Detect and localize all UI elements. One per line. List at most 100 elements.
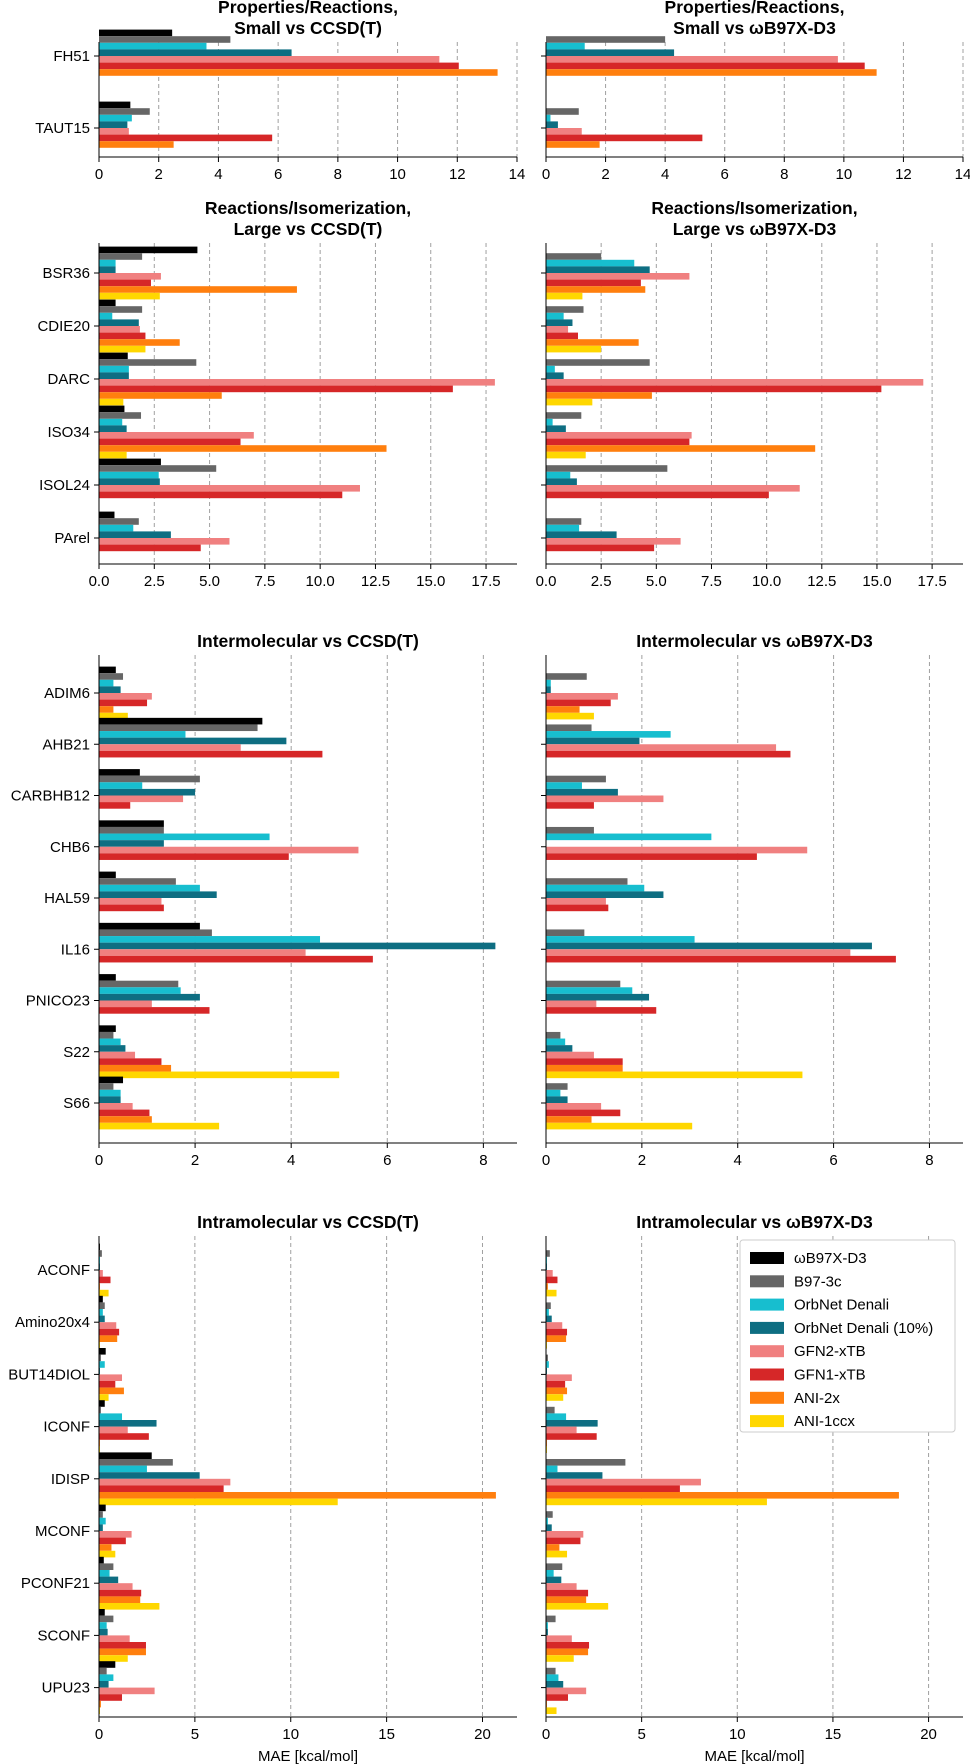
x-tick-label: 0: [542, 1726, 550, 1743]
bar-idisp-orbnet-denali: [99, 1465, 147, 1473]
bar-sconf-b97x-d3: [99, 1609, 105, 1616]
legend-swatch-gfn1-xtb: [750, 1368, 784, 1381]
bar-fh51-orbnet-denali-10: [99, 49, 292, 56]
bar-bsr36-orbnet-denali: [546, 259, 635, 267]
x-tick-label: 0: [95, 1726, 103, 1743]
bar-iconf-orbnet-denali-10: [99, 1420, 157, 1427]
bar-s66-ani-2x: [546, 1116, 592, 1123]
bar-upu23-b97-3c: [99, 1667, 107, 1675]
legend-label-b97-3c: B97-3c: [794, 1273, 842, 1290]
x-tick-label: 6: [829, 1152, 837, 1169]
bar-upu23-gfn2-xtb: [546, 1687, 587, 1695]
bar-pconf21-b97x-d3: [99, 1556, 104, 1564]
x-tick-label: 2: [638, 1152, 646, 1169]
bar-bsr36-ani-1ccx: [99, 292, 160, 300]
bar-ahb21-gfn1-xtb: [546, 750, 791, 758]
legend-swatch-orbnet-denali: [750, 1298, 784, 1311]
x-tick-label: 8: [334, 166, 342, 183]
bar-sconf-orbnet-denali-10: [99, 1628, 108, 1636]
legend-swatch-b97-3c: [750, 1275, 784, 1288]
bar-cdie20-b97x-d3: [99, 299, 116, 307]
bar-isol24-b97-3c: [99, 465, 217, 472]
bar-sconf-gfn2-xtb: [99, 1635, 130, 1642]
bar-carbhb12-orbnet-denali-10: [546, 788, 618, 796]
bar-idisp-orbnet-denali: [546, 1465, 558, 1473]
y-tick-label-upu23: UPU23: [42, 1680, 90, 1697]
bar-iconf-b97-3c: [99, 1406, 101, 1414]
bar-taut15-gfn1-xtb: [99, 134, 273, 142]
bar-sconf-gfn1-xtb: [99, 1642, 146, 1649]
bar-sconf-b97-3c: [546, 1615, 556, 1623]
bar-carbhb12-orbnet-denali-10: [99, 788, 196, 796]
chart-title: Reactions/Isomerization,: [205, 198, 411, 218]
x-tick-label: 4: [734, 1152, 742, 1169]
chart-title: Small vs CCSD(T): [234, 18, 382, 38]
bar-pnico23-b97x-d3: [99, 974, 116, 981]
legend-frame: [739, 1239, 956, 1433]
bar-cdie20-b97-3c: [546, 306, 584, 313]
bar-hal59-gfn2-xtb: [546, 898, 606, 905]
bar-hal59-orbnet-denali-10: [99, 891, 217, 898]
bar-adim6-orbnet-denali-10: [546, 686, 551, 693]
bar-but14diol-ani-2x: [546, 1387, 568, 1395]
bar-isol24-orbnet-denali-10: [546, 478, 577, 485]
bar-chb6-gfn1-xtb: [546, 853, 757, 860]
bar-isol24-b97x-d3: [99, 458, 161, 466]
bar-taut15-gfn1-xtb: [546, 134, 703, 142]
bar-idisp-ani-1ccx: [546, 1498, 767, 1506]
bar-iso34-ani-2x: [546, 445, 816, 452]
bar-bsr36-gfn2-xtb: [546, 273, 690, 280]
y-tick-label-aconf: ACONF: [38, 1262, 91, 1279]
bar-cdie20-orbnet-denali: [546, 312, 564, 320]
bar-darc-orbnet-denali: [99, 365, 129, 373]
x-tick-label: 8: [780, 166, 788, 183]
bar-pconf21-b97-3c: [546, 1563, 563, 1570]
bar-iconf-b97-3c: [546, 1406, 555, 1414]
bar-iso34-ani-1ccx: [99, 451, 127, 459]
bar-il16-orbnet-denali-10: [99, 942, 496, 950]
legend-label-ani-1ccx: ANI-1ccx: [794, 1413, 855, 1430]
y-tick-label-fh51: FH51: [53, 48, 90, 65]
bar-bsr36-orbnet-denali-10: [99, 266, 116, 273]
bar-s22-gfn2-xtb: [99, 1051, 136, 1059]
bar-darc-ani-2x: [99, 392, 222, 399]
bar-idisp-orbnet-denali-10: [99, 1472, 200, 1479]
bar-fh51-orbnet-denali: [546, 42, 585, 50]
bar-sconf-b97-3c: [99, 1615, 114, 1623]
bar-mconf-ani-2x: [546, 1544, 560, 1551]
bar-mconf-gfn2-xtb: [546, 1531, 584, 1538]
bar-adim6-ani-1ccx: [546, 712, 594, 720]
bar-iso34-orbnet-denali: [546, 418, 553, 426]
bar-s22-b97-3c: [99, 1031, 114, 1039]
bar-ahb21-orbnet-denali: [546, 731, 671, 738]
bar-parel-gfn1-xtb: [546, 544, 655, 552]
bar-pconf21-ani-1ccx: [546, 1603, 609, 1610]
chart-panel-8: Intramolecular vs ωB97X-D3 0 5 10 15 20 MAE [k…: [541, 1212, 963, 1764]
chart-panel-3: Reactions/Isomerization,Large vs CCSD(T)…: [37, 198, 517, 590]
bar-parel-orbnet-denali-10: [546, 531, 617, 538]
bar-s66-gfn1-xtb: [546, 1109, 621, 1117]
bar-but14diol-gfn1-xtb: [546, 1381, 566, 1388]
bar-adim6-orbnet-denali: [99, 679, 114, 687]
bar-sconf-orbnet-denali: [99, 1622, 107, 1629]
y-tick-label-pnico23: PNICO23: [26, 993, 90, 1010]
bar-amino20x4-gfn2-xtb: [546, 1322, 563, 1329]
bar-hal59-orbnet-denali: [546, 884, 645, 892]
bar-isol24-gfn1-xtb: [546, 491, 769, 499]
bar-amino20x4-orbnet-denali: [546, 1309, 549, 1316]
bar-pnico23-gfn1-xtb: [99, 1007, 210, 1014]
x-tick-label: 6: [721, 166, 729, 183]
x-tick-label: 15: [378, 1726, 395, 1743]
bar-aconf-gfn2-xtb: [99, 1270, 103, 1277]
bar-fh51-gfn1-xtb: [99, 62, 459, 70]
chart-title: Large vs CCSD(T): [234, 219, 383, 239]
legend: ωB97X-D3 B97-3c OrbNet Denali OrbNet Denali…: [739, 1239, 956, 1433]
bar-mconf-orbnet-denali-10: [99, 1524, 103, 1531]
bar-adim6-ani-1ccx: [99, 712, 128, 720]
bar-iso34-b97x-d3: [99, 405, 125, 413]
bar-pnico23-gfn2-xtb: [99, 1000, 152, 1008]
bar-amino20x4-orbnet-denali: [99, 1309, 103, 1316]
bar-parel-gfn2-xtb: [546, 538, 681, 545]
bar-but14diol-b97-3c: [546, 1354, 548, 1362]
bar-bsr36-gfn2-xtb: [99, 273, 161, 280]
